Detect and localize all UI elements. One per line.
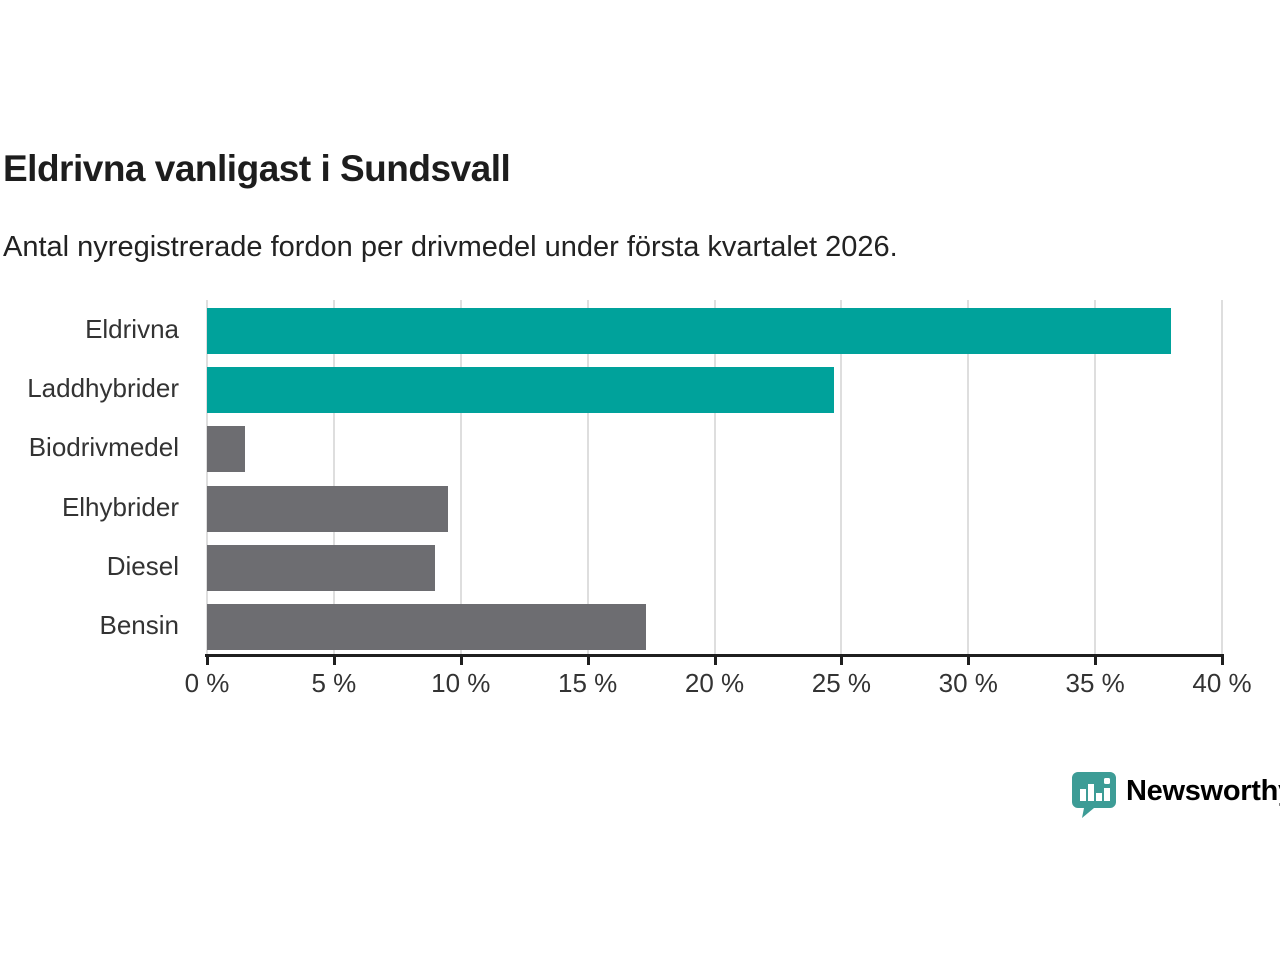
gridline-25 bbox=[840, 300, 843, 655]
tick-label-35: 35 % bbox=[1065, 668, 1125, 698]
tick-mark-35 bbox=[1094, 657, 1098, 665]
gridline-35 bbox=[1094, 300, 1097, 655]
branding: Newsworthy bbox=[1071, 771, 1280, 819]
category-axis-labels: Eldrivna Laddhybrider Biodrivmedel Elhybrid… bbox=[0, 300, 194, 655]
category-label-elhybrider: Elhybrider bbox=[61, 491, 179, 522]
tick-mark-0 bbox=[206, 657, 209, 665]
bar-elhybrider bbox=[207, 485, 449, 532]
x-axis-line bbox=[205, 654, 1224, 657]
tick-label-5: 5 % bbox=[311, 668, 357, 698]
bar-bensin bbox=[207, 603, 646, 650]
bar-biodrivmedel bbox=[207, 426, 246, 473]
tick-mark-15 bbox=[586, 657, 590, 665]
category-label-diesel: Diesel bbox=[106, 550, 179, 581]
tick-mark-25 bbox=[840, 657, 844, 665]
tick-label-30: 30 % bbox=[938, 668, 998, 698]
bar-laddhybrider bbox=[207, 367, 834, 414]
chart-title: Eldrivna vanligast i Sundsvall bbox=[3, 148, 511, 189]
tick-mark-10 bbox=[459, 657, 463, 665]
gridline-0 bbox=[206, 300, 208, 655]
bar-diesel bbox=[207, 544, 436, 591]
tick-mark-40 bbox=[1221, 657, 1224, 665]
category-label-eldrivna: Eldrivna bbox=[85, 314, 179, 345]
tick-label-40: 40 % bbox=[1192, 668, 1252, 698]
chart-subtitle: Antal nyregistrerade fordon per drivmede… bbox=[3, 231, 898, 263]
plot-area bbox=[206, 300, 1223, 655]
tick-label-15: 15 % bbox=[557, 668, 618, 698]
gridline-40 bbox=[1221, 300, 1223, 655]
tick-label-0: 0 % bbox=[184, 668, 230, 698]
tick-label-20: 20 % bbox=[684, 668, 745, 698]
gridline-30 bbox=[967, 300, 970, 655]
gridline-20 bbox=[713, 300, 716, 655]
tick-mark-5 bbox=[332, 657, 336, 665]
gridline-10 bbox=[459, 300, 462, 655]
tick-label-10: 10 % bbox=[431, 668, 491, 698]
category-label-bensin: Bensin bbox=[99, 609, 180, 640]
bar-eldrivna bbox=[207, 308, 1172, 354]
gridline-15 bbox=[586, 300, 589, 655]
tick-label-25: 25 % bbox=[811, 668, 871, 698]
tick-mark-30 bbox=[967, 657, 971, 665]
category-label-laddhybrider: Laddhybrider bbox=[27, 373, 179, 404]
tick-mark-20 bbox=[713, 657, 717, 665]
newsworthy-logo-text: Newsworthy bbox=[1126, 775, 1280, 807]
gridline-5 bbox=[332, 300, 335, 655]
category-label-biodrivmedel: Biodrivmedel bbox=[28, 432, 179, 463]
newsworthy-logo-icon bbox=[1072, 772, 1116, 818]
